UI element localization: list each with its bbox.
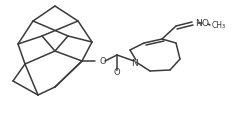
Text: N: N — [132, 58, 138, 67]
Text: CH₃: CH₃ — [212, 21, 226, 30]
Text: O: O — [100, 57, 106, 66]
Text: O: O — [201, 19, 209, 28]
Text: O: O — [114, 68, 120, 77]
Text: N: N — [195, 18, 202, 27]
